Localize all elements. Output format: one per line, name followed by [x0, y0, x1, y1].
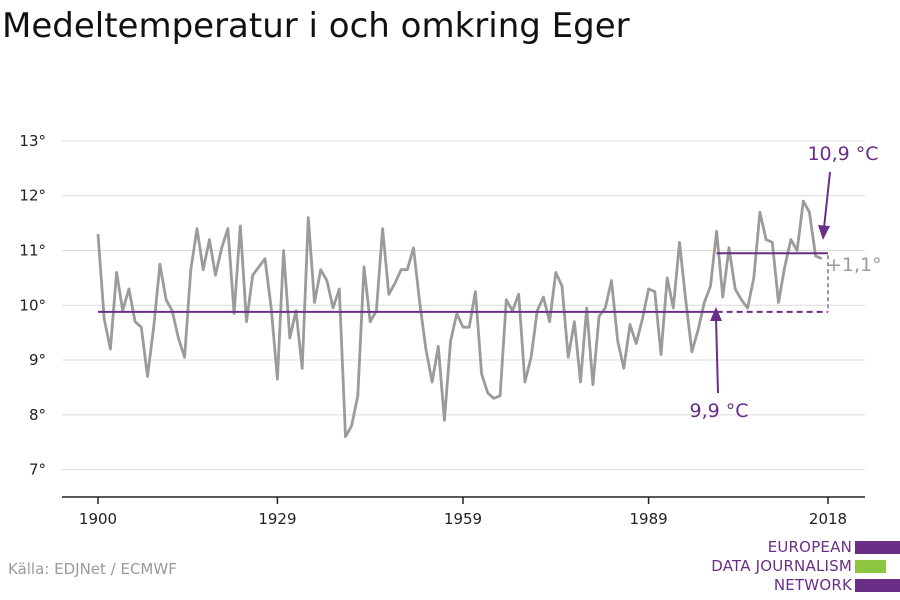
reference-lines	[98, 252, 829, 313]
x-tick-label: 1989	[629, 510, 667, 528]
baseline-arrow-shaft	[715, 317, 719, 394]
recent-arrow-head	[818, 225, 830, 240]
logo-line-network: NETWORK	[773, 576, 852, 594]
recent-arrow-shaft	[823, 171, 831, 229]
logo-line-data-journalism: DATA JOURNALISM	[711, 557, 852, 575]
baseline-arrow-head	[710, 307, 722, 321]
y-tick-label: 11°	[19, 242, 46, 260]
x-tick-label: 1959	[444, 510, 482, 528]
series-layer	[96, 199, 823, 439]
y-tick-label: 9°	[29, 351, 46, 369]
logo-bar-green	[855, 560, 886, 573]
x-tick-label: 1900	[79, 510, 117, 528]
y-tick-label: 10°	[19, 296, 46, 314]
logo-bar-purple-top	[855, 541, 900, 554]
y-axis-labels: 7° 8° 9° 10° 11° 12° 13°	[19, 132, 46, 479]
x-axis: 1900 1929 1959 1989 2018	[62, 496, 865, 528]
temperature-series-line	[96, 199, 823, 439]
y-tick-label: 8°	[29, 406, 46, 424]
y-tick-label: 12°	[19, 187, 46, 205]
logo-bar-purple-bottom	[855, 579, 900, 592]
recent-average-label: 10,9 °C	[807, 143, 878, 165]
x-tick-label: 2018	[809, 510, 847, 528]
annotations: 10,9 °C 9,9 °C +1,1°	[689, 143, 881, 422]
logo-line-european: EUROPEAN	[767, 538, 852, 556]
edjnet-logo[interactable]: EUROPEAN DATA JOURNALISM NETWORK	[700, 538, 900, 598]
difference-label: +1,1°	[826, 254, 882, 276]
y-tick-label: 7°	[29, 461, 46, 479]
y-tick-label: 13°	[19, 132, 46, 150]
grid-lines	[62, 140, 865, 471]
source-label: Källa: EDJNet / ECMWF	[8, 560, 177, 578]
chart-title: Medeltemperatur i och omkring Eger	[2, 6, 630, 46]
x-tick-label: 1929	[258, 510, 296, 528]
baseline-label: 9,9 °C	[689, 400, 748, 422]
